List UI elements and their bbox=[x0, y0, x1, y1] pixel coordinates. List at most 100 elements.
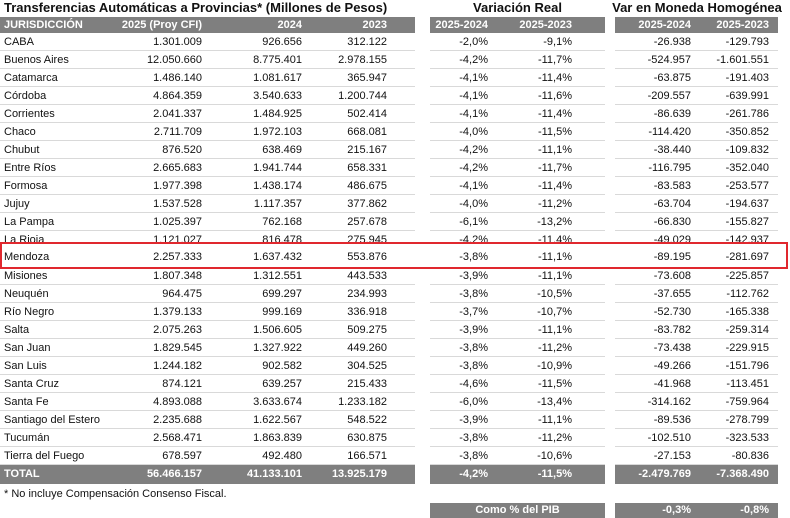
row-separator bbox=[430, 356, 605, 357]
cell-value: 2.257.333 bbox=[153, 251, 202, 263]
header-bar bbox=[0, 17, 415, 33]
cell-value: 1.233.182 bbox=[338, 396, 387, 408]
row-separator bbox=[0, 446, 415, 447]
cell-value: 2.235.688 bbox=[153, 414, 202, 426]
row-separator bbox=[430, 284, 605, 285]
jurisdiction: La Pampa bbox=[4, 216, 55, 228]
cell-value: 443.533 bbox=[347, 270, 387, 282]
row-separator bbox=[615, 194, 778, 195]
row-separator bbox=[0, 176, 415, 177]
cell-value: 502.414 bbox=[347, 108, 387, 120]
cell-value: -253.577 bbox=[725, 180, 769, 192]
cell-value: -2,0% bbox=[459, 36, 488, 48]
cell-value: 1.506.605 bbox=[253, 324, 302, 336]
cell-value: 4.893.088 bbox=[153, 396, 202, 408]
row-separator bbox=[430, 158, 605, 159]
jurisdiction: Tierra del Fuego bbox=[4, 450, 85, 462]
cell-value: -350.852 bbox=[725, 126, 769, 138]
row-separator bbox=[615, 392, 778, 393]
cell-value: -13,2% bbox=[537, 216, 572, 228]
row-separator bbox=[615, 302, 778, 303]
row-separator bbox=[615, 230, 778, 231]
cell-value: -259.314 bbox=[725, 324, 769, 336]
cell-value: -11,4% bbox=[537, 108, 572, 120]
cell-value: -38.440 bbox=[653, 144, 691, 156]
cell-value: -4,6% bbox=[459, 378, 488, 390]
row-separator bbox=[430, 338, 605, 339]
total-value: -4,2% bbox=[459, 468, 488, 480]
header-bar bbox=[615, 17, 778, 33]
cell-value: -10,5% bbox=[537, 288, 572, 300]
cell-value: 12.050.660 bbox=[146, 54, 202, 66]
row-separator bbox=[0, 302, 415, 303]
row-separator bbox=[0, 428, 415, 429]
row-separator bbox=[615, 428, 778, 429]
row-separator bbox=[0, 104, 415, 105]
row-separator bbox=[0, 464, 415, 465]
section-title: Var en Moneda Homogénea bbox=[612, 0, 782, 15]
cell-value: -52.730 bbox=[653, 306, 691, 318]
table-title: Transferencias Automáticas a Provincias*… bbox=[4, 0, 388, 15]
cell-value: -4,1% bbox=[459, 180, 488, 192]
cell-value: 166.571 bbox=[347, 450, 387, 462]
total-value: 56.466.157 bbox=[146, 468, 202, 480]
column-header: 2025-2023 bbox=[716, 19, 769, 31]
cell-value: -281.697 bbox=[725, 251, 769, 263]
cell-value: 668.081 bbox=[347, 126, 387, 138]
cell-value: -4,1% bbox=[459, 90, 488, 102]
jurisdiction: San Luis bbox=[4, 360, 47, 372]
cell-value: -11,5% bbox=[537, 126, 572, 138]
cell-value: 874.121 bbox=[162, 378, 202, 390]
cell-value: 658.331 bbox=[347, 162, 387, 174]
row-separator bbox=[430, 194, 605, 195]
cell-value: 639.257 bbox=[262, 378, 302, 390]
row-separator bbox=[0, 356, 415, 357]
cell-value: -66.830 bbox=[653, 216, 691, 228]
cell-value: 1.637.432 bbox=[253, 251, 302, 263]
cell-value: 1.972.103 bbox=[253, 126, 302, 138]
row-separator bbox=[615, 140, 778, 141]
cell-value: 1.200.744 bbox=[338, 90, 387, 102]
row-separator bbox=[0, 392, 415, 393]
row-separator bbox=[615, 86, 778, 87]
jurisdiction: Formosa bbox=[4, 180, 48, 192]
cell-value: 1.081.617 bbox=[253, 72, 302, 84]
cell-value: 553.876 bbox=[347, 251, 387, 263]
cell-value: -229.915 bbox=[725, 342, 769, 354]
row-separator bbox=[430, 68, 605, 69]
cell-value: -4,0% bbox=[459, 126, 488, 138]
cell-value: 304.525 bbox=[347, 360, 387, 372]
cell-value: -10,6% bbox=[537, 450, 572, 462]
cell-value: 699.297 bbox=[262, 288, 302, 300]
cell-value: -6,1% bbox=[459, 216, 488, 228]
jurisdiction: Chaco bbox=[4, 126, 36, 138]
cell-value: 486.675 bbox=[347, 180, 387, 192]
cell-value: -116.795 bbox=[648, 162, 691, 174]
cell-value: 1.301.009 bbox=[153, 36, 202, 48]
cell-value: -4,2% bbox=[459, 162, 488, 174]
cell-value: -11,2% bbox=[537, 432, 572, 444]
cell-value: -73.438 bbox=[653, 342, 691, 354]
cell-value: -11,1% bbox=[537, 270, 572, 282]
row-separator bbox=[0, 140, 415, 141]
cell-value: 1.941.744 bbox=[253, 162, 302, 174]
column-header: 2025 (Proy CFI) bbox=[121, 19, 202, 31]
row-separator bbox=[430, 320, 605, 321]
total-bar bbox=[0, 465, 415, 484]
cell-value: 449.260 bbox=[347, 342, 387, 354]
cell-value: 630.875 bbox=[347, 432, 387, 444]
cell-value: -323.533 bbox=[725, 432, 769, 444]
row-separator bbox=[430, 464, 605, 465]
cell-value: -3,9% bbox=[459, 414, 488, 426]
cell-value: -11,1% bbox=[537, 144, 572, 156]
cell-value: -11,1% bbox=[537, 251, 572, 263]
cell-value: -4,1% bbox=[459, 72, 488, 84]
row-separator bbox=[615, 284, 778, 285]
cell-value: 3.540.633 bbox=[253, 90, 302, 102]
jurisdiction: Santa Cruz bbox=[4, 378, 60, 390]
cell-value: -209.557 bbox=[647, 90, 691, 102]
row-separator bbox=[430, 50, 605, 51]
row-separator bbox=[0, 158, 415, 159]
cell-value: 678.597 bbox=[162, 450, 202, 462]
cell-value: -37.655 bbox=[653, 288, 691, 300]
